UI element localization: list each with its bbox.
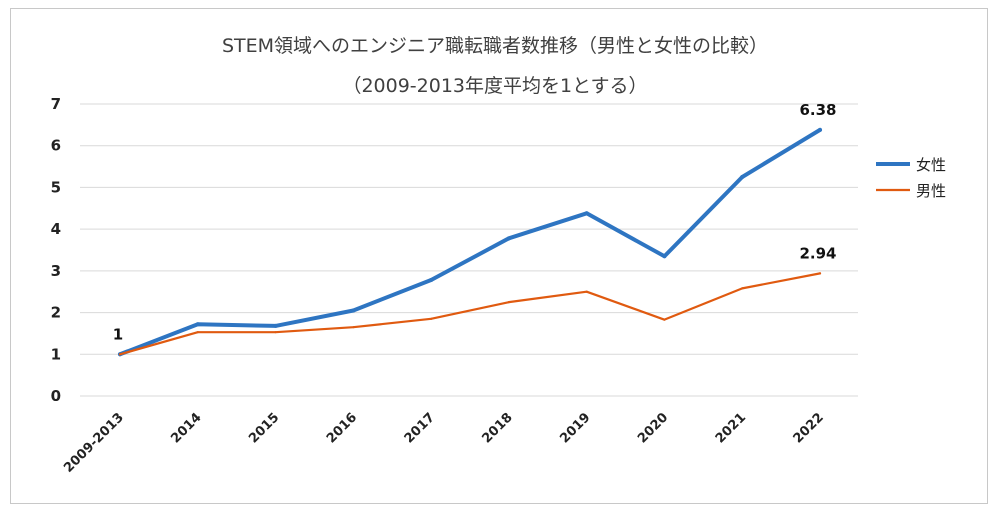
data-point xyxy=(663,318,666,321)
x-tick-label: 2014 xyxy=(168,410,204,446)
y-tick-label: 7 xyxy=(51,95,61,113)
y-tick-label: 3 xyxy=(51,262,61,280)
chart-frame xyxy=(10,8,988,504)
data-point xyxy=(118,353,122,356)
data-point xyxy=(507,301,510,304)
x-tick-label: 2015 xyxy=(246,410,282,446)
data-point xyxy=(195,322,200,327)
data-point xyxy=(274,331,277,334)
data-point xyxy=(429,278,434,283)
data-point xyxy=(196,331,199,334)
y-tick-label: 1 xyxy=(51,345,61,363)
y-tick-label: 0 xyxy=(51,387,61,405)
data-point xyxy=(818,127,822,132)
y-tick-label: 4 xyxy=(51,220,61,238)
data-label: 1 xyxy=(113,325,123,343)
x-tick-label: 2017 xyxy=(402,410,438,446)
chart-title: STEM領域へのエンジニア職転職者数推移（男性と女性の比較） xyxy=(222,35,768,57)
data-point xyxy=(740,175,745,179)
x-tick-label: 2009-2013 xyxy=(61,410,127,476)
data-point xyxy=(506,236,511,241)
y-tick-label: 2 xyxy=(51,304,61,322)
chart-subtitle: （2009-2013年度平均を1とする） xyxy=(342,75,647,97)
y-tick-label: 6 xyxy=(51,137,61,155)
data-label: 6.38 xyxy=(799,101,836,119)
data-point xyxy=(662,254,667,259)
x-tick-label: 2016 xyxy=(324,410,360,446)
x-tick-label: 2022 xyxy=(791,410,827,446)
data-point xyxy=(352,326,355,329)
data-label: 2.94 xyxy=(799,244,836,262)
data-point xyxy=(818,272,822,275)
x-tick-label: 2020 xyxy=(635,410,671,446)
x-tick-label: 2021 xyxy=(713,410,749,446)
x-tick-label: 2018 xyxy=(480,410,516,446)
legend-label-male: 男性 xyxy=(916,182,946,200)
data-point xyxy=(585,290,588,293)
y-tick-label: 5 xyxy=(51,178,61,196)
data-point xyxy=(584,211,589,216)
data-point xyxy=(273,323,278,328)
data-point xyxy=(741,287,744,290)
data-point xyxy=(351,308,356,313)
data-point xyxy=(430,317,433,320)
series-line-female xyxy=(118,127,822,357)
x-tick-label: 2019 xyxy=(557,410,593,446)
legend-label-female: 女性 xyxy=(916,156,946,174)
series-line-male xyxy=(118,272,822,356)
